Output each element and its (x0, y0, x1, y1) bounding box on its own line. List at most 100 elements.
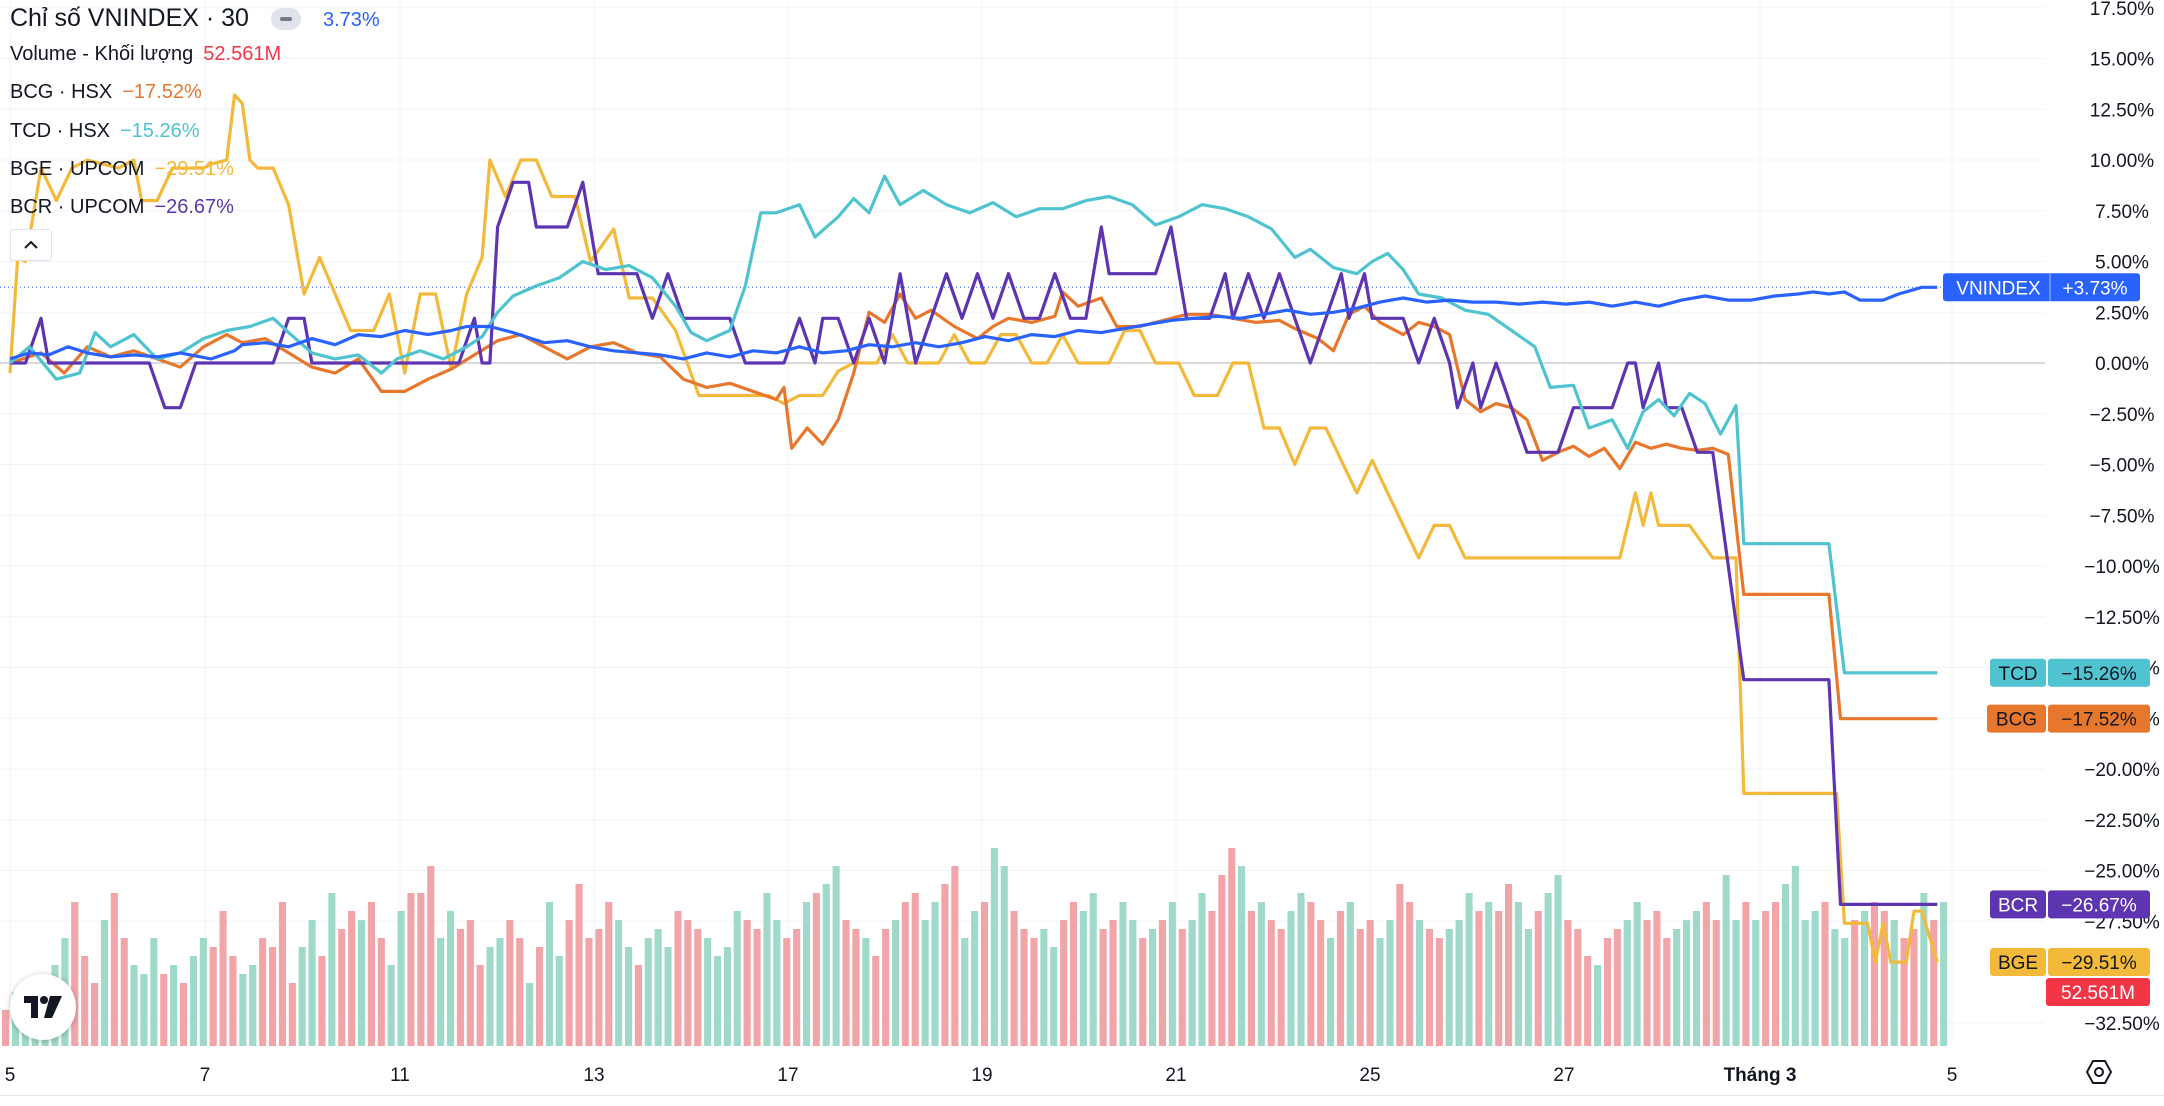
volume-bar (1673, 929, 1681, 1046)
volume-bar (437, 938, 445, 1046)
volume-bar (1702, 902, 1710, 1046)
volume-bar (1821, 902, 1829, 1046)
volume-bar (1119, 902, 1127, 1046)
volume-badge-value: 52.561M (2061, 983, 2135, 1004)
volume-bar (1257, 902, 1265, 1046)
volume-bar (595, 929, 603, 1046)
volume-bar (822, 884, 830, 1046)
collapse-legend-button[interactable] (10, 229, 52, 261)
volume-bar (298, 947, 306, 1046)
legend-row-bcg[interactable]: BCG · HSX −17.52% (10, 81, 202, 104)
volume-bar (308, 920, 316, 1046)
volume-bar (862, 938, 870, 1046)
price-badge-bcr (1990, 890, 2046, 919)
volume-bar (1791, 866, 1799, 1046)
volume-bar (1692, 911, 1700, 1046)
x-tick-label: 27 (1553, 1065, 1574, 1086)
volume-bar (1376, 938, 1384, 1046)
price-badge-value: −26.67% (2061, 895, 2137, 916)
legend-row-volume[interactable]: Volume - Khối lượng 52.561M (10, 43, 281, 66)
volume-bar (1623, 920, 1631, 1046)
price-badge-name: VNINDEX (1956, 278, 2041, 299)
volume-bar (882, 929, 890, 1046)
legend-title-row[interactable]: Chỉ số VNINDEX · 30 3.73% (10, 4, 380, 33)
y-tick-label: −32.50% (2084, 1014, 2160, 1035)
legend-row-value: −26.67% (154, 196, 234, 218)
settings-gear-icon[interactable] (2085, 1059, 2113, 1090)
legend-row-tcd[interactable]: TCD · HSX −15.26% (10, 120, 200, 143)
volume-bar (941, 884, 949, 1046)
volume-bar (407, 893, 415, 1046)
legend-row-name: BCG · HSX (10, 81, 113, 103)
legend-row-bcr[interactable]: BCR · UPCOM −26.67% (10, 196, 234, 219)
volume-bar (1880, 911, 1888, 1046)
volume-bar (961, 938, 969, 1046)
bottom-border (0, 1095, 2164, 1096)
price-badge-name: BCR (1998, 895, 2038, 916)
volume-bar (1870, 902, 1878, 1046)
x-tick-label: 5 (5, 1065, 16, 1086)
legend-row-bge[interactable]: BGE · UPCOM −29.51% (10, 158, 234, 181)
hide-toggle-icon[interactable] (270, 8, 301, 31)
volume-bar (1356, 929, 1364, 1046)
volume-bar (1781, 884, 1789, 1046)
volume-badge (2046, 978, 2150, 1006)
volume-bar (664, 947, 672, 1046)
volume-bar (199, 938, 207, 1046)
volume-bar (417, 893, 425, 1046)
volume-bar (1613, 929, 1621, 1046)
volume-bar (219, 911, 227, 1046)
volume-bar (1663, 938, 1671, 1046)
series-line-tcd (8, 174, 1938, 675)
volume-bar (1435, 938, 1443, 1046)
volume-bar (1910, 929, 1918, 1046)
x-tick-label: 25 (1359, 1065, 1380, 1086)
volume-bar (328, 893, 336, 1046)
volume-bar (229, 956, 237, 1046)
volume-bar (1050, 947, 1058, 1046)
volume-bar (1890, 920, 1898, 1046)
volume-bar (466, 920, 474, 1046)
volume-bar (516, 938, 524, 1046)
volume-bar (733, 911, 741, 1046)
volume-bar (348, 911, 356, 1046)
tradingview-logo[interactable] (10, 974, 76, 1040)
volume-bar (427, 866, 435, 1046)
volume-bar (1801, 920, 1809, 1046)
price-badge-tcd (1990, 658, 2046, 687)
volume-bar (832, 866, 840, 1046)
volume-bar (496, 938, 504, 1046)
series-line-bcg (9, 290, 1938, 721)
volume-bar (91, 983, 99, 1046)
price-badge-value: −17.52% (2061, 710, 2137, 731)
volume-bar (1158, 920, 1166, 1046)
volume-bar (753, 929, 761, 1046)
volume-bar (723, 947, 731, 1046)
y-tick-label: −22.50% (2084, 811, 2160, 832)
volume-bar (1732, 920, 1740, 1046)
legend-row-value: −15.26% (120, 120, 200, 142)
volume-bar (1564, 920, 1572, 1046)
volume-bar (783, 938, 791, 1046)
volume-bar (694, 929, 702, 1046)
volume-bar (338, 929, 346, 1046)
y-tick-label: −7.50% (2090, 506, 2155, 527)
series-line-bge (8, 93, 1939, 964)
volume-bar (1040, 929, 1048, 1046)
volume-bar (506, 920, 514, 1046)
volume-bar (1603, 938, 1611, 1046)
volume-bar (447, 911, 455, 1046)
volume-bar (1198, 893, 1206, 1046)
legend-row-value: −17.52% (122, 81, 202, 103)
y-tick-label: 0.00% (2095, 354, 2149, 375)
volume-bar (1168, 902, 1176, 1046)
x-tick-label: Tháng 3 (1724, 1065, 1797, 1086)
volume-bar (1475, 911, 1483, 1046)
volume-bar (1851, 920, 1859, 1046)
volume-bar (1336, 911, 1344, 1046)
volume-bar (714, 956, 722, 1046)
volume-bar (1544, 893, 1552, 1046)
volume-bar (1129, 920, 1137, 1046)
volume-bar (1762, 911, 1770, 1046)
